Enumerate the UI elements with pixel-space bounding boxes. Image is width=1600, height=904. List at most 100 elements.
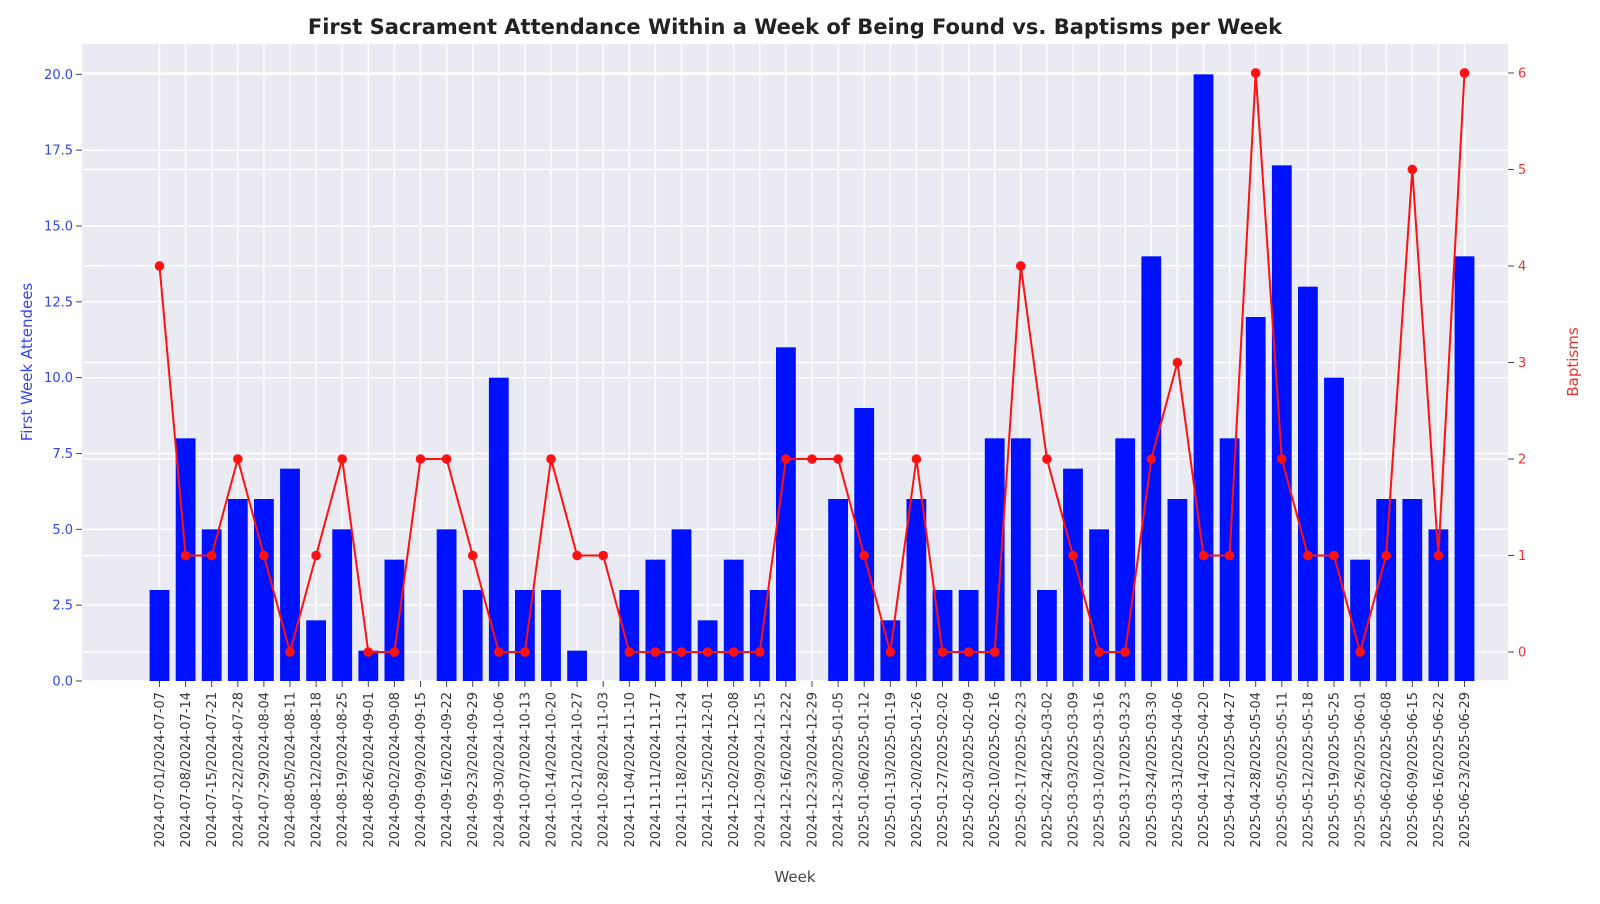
bar [1402,499,1423,681]
x-tick-label: 2025-06-09/2025-06-15 [1406,692,1421,847]
bar [776,347,796,681]
baptisms-point [572,550,582,561]
baptisms-point [963,647,974,657]
baptisms-point [415,454,426,464]
bar [332,529,353,681]
baptisms-point [389,647,400,657]
bar [958,590,979,681]
baptisms-point [598,550,608,561]
baptisms-point [781,454,791,464]
baptisms-point [180,550,191,561]
x-tick-label: 2024-07-29/2024-08-04 [257,692,272,847]
line-series [154,68,1470,657]
x-tick-label: 2024-11-18/2024-11-24 [675,692,690,847]
x-tick-label: 2024-09-16/2024-09-22 [440,692,455,847]
x-tick-label: 2024-10-21/2024-10-27 [571,692,586,847]
x-tick-label: 2024-08-26/2024-09-01 [362,692,377,847]
x-tick-label: 2025-02-24/2025-03-02 [1040,692,1055,847]
left-axis: 0.0 2.5 5.0 7.5 10.0 12.5 15.0 17.5 20.0 [44,68,82,690]
bar [149,590,170,681]
x-tick-label: 2025-04-28/2025-05-04 [1249,692,1264,847]
baptisms-point [259,550,269,561]
bar [1271,165,1292,682]
x-tick-label: 2025-03-10/2025-03-16 [1093,692,1108,847]
x-tick-label: 2024-10-14/2024-10-20 [545,692,560,847]
x-tick-label: 2025-06-23/2025-06-29 [1458,692,1473,847]
baptisms-point [1329,550,1339,561]
bar [436,529,457,681]
bar-series [149,74,1475,682]
right-axis-label: Baptisms [1564,327,1582,396]
x-tick-label: 2025-05-12/2025-05-18 [1301,692,1316,847]
bar [723,559,744,681]
baptisms-point [676,647,687,657]
baptisms-point [859,550,869,561]
x-tick-label: 2025-05-26/2025-06-01 [1354,692,1369,847]
x-tick-label: 2024-08-12/2024-08-18 [310,692,325,847]
left-tick-label: 0.0 [52,675,73,690]
baptisms-point [311,550,321,561]
baptisms-point [1120,647,1130,657]
bar [828,499,848,681]
x-tick-label: 2025-02-10/2025-02-16 [988,692,1003,847]
x-tick-label: 2024-09-02/2024-09-08 [388,692,403,847]
bar [1324,377,1344,681]
x-tick-label: 2025-03-03/2025-03-09 [1067,692,1082,847]
right-tick-label: 6 [1518,66,1526,81]
x-tick-label: 2025-06-02/2025-06-08 [1380,692,1395,847]
baptisms-point [1068,550,1078,561]
x-tick-label: 2025-05-05/2025-05-11 [1275,692,1290,847]
bar [854,408,875,681]
baptisms-point [546,454,556,464]
x-tick-label: 2025-03-31/2025-04-06 [1171,692,1186,847]
x-tick-label: 2024-12-09/2024-12-15 [753,692,768,847]
left-axis-label: First Week Attendees [18,283,36,442]
left-tick-label: 15.0 [44,220,73,235]
bar [1037,590,1057,681]
x-axis: 2024-07-01/2024-07-07 2024-07-08/2024-07-… [153,681,1473,847]
bar [1245,317,1266,681]
baptisms-point [1459,68,1470,78]
x-tick-label: 2025-01-20/2025-01-26 [910,692,925,847]
baptisms-point [1042,454,1052,464]
baptisms-point [989,647,1000,657]
baptisms-point [233,454,243,464]
x-tick-label: 2025-04-21/2025-04-27 [1223,692,1238,847]
x-tick-label: 2024-12-02/2024-12-08 [727,692,742,847]
x-tick-label: 2025-06-16/2025-06-22 [1432,692,1447,847]
x-tick-label: 2025-04-14/2025-04-20 [1197,692,1212,847]
baptisms-point [1172,357,1183,368]
baptisms-point [911,454,922,464]
x-tick-label: 2025-02-17/2025-02-23 [1014,692,1029,847]
baptisms-point [441,454,452,464]
baptisms-point [728,647,739,657]
left-tick-label: 7.5 [52,447,73,462]
bar [1350,559,1370,681]
baptisms-point [337,454,348,464]
baptisms-point [1250,68,1261,78]
x-axis-label: Week [774,868,815,886]
bar [1010,438,1031,681]
baptisms-point [1094,647,1104,657]
left-tick-label: 10.0 [44,371,73,386]
baptisms-point [494,647,504,657]
baptisms-point [467,550,478,561]
right-tick-label: 1 [1518,549,1526,564]
baptisms-point [702,647,713,657]
x-tick-label: 2024-07-01/2024-07-07 [153,692,168,847]
x-tick-label: 2024-10-28/2024-11-03 [597,692,612,847]
bar [619,590,640,681]
x-tick-label: 2024-09-09/2024-09-15 [414,692,429,847]
baptisms-point [285,647,295,657]
baptisms-point [1381,550,1391,561]
left-tick-label: 2.5 [52,599,73,614]
x-tick-label: 2025-03-17/2025-03-23 [1119,692,1134,847]
x-tick-label: 2024-07-15/2024-07-21 [205,692,220,847]
bar [1089,529,1109,681]
bar [280,468,300,681]
x-tick-label: 2024-07-22/2024-07-28 [231,692,246,847]
left-tick-label: 17.5 [44,144,73,159]
x-tick-label: 2024-10-07/2024-10-13 [518,692,533,847]
baptisms-point [1433,550,1444,561]
